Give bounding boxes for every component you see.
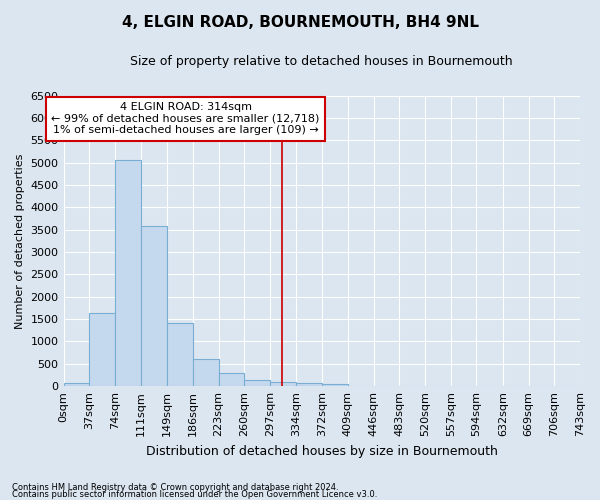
Bar — [89, 313, 115, 386]
Text: Contains public sector information licensed under the Open Government Licence v3: Contains public sector information licen… — [12, 490, 377, 499]
Bar — [140, 226, 167, 386]
Bar — [115, 160, 140, 386]
Bar — [244, 380, 270, 386]
Bar — [218, 373, 244, 386]
Text: 4 ELGIN ROAD: 314sqm
← 99% of detached houses are smaller (12,718)
1% of semi-de: 4 ELGIN ROAD: 314sqm ← 99% of detached h… — [52, 102, 320, 136]
Bar — [167, 323, 193, 386]
Bar — [296, 383, 322, 386]
X-axis label: Distribution of detached houses by size in Bournemouth: Distribution of detached houses by size … — [146, 444, 498, 458]
Bar — [193, 359, 218, 386]
Bar — [64, 383, 89, 386]
Y-axis label: Number of detached properties: Number of detached properties — [15, 153, 25, 328]
Bar — [270, 382, 296, 386]
Text: Contains HM Land Registry data © Crown copyright and database right 2024.: Contains HM Land Registry data © Crown c… — [12, 484, 338, 492]
Bar — [322, 384, 348, 386]
Text: 4, ELGIN ROAD, BOURNEMOUTH, BH4 9NL: 4, ELGIN ROAD, BOURNEMOUTH, BH4 9NL — [121, 15, 479, 30]
Title: Size of property relative to detached houses in Bournemouth: Size of property relative to detached ho… — [130, 55, 513, 68]
